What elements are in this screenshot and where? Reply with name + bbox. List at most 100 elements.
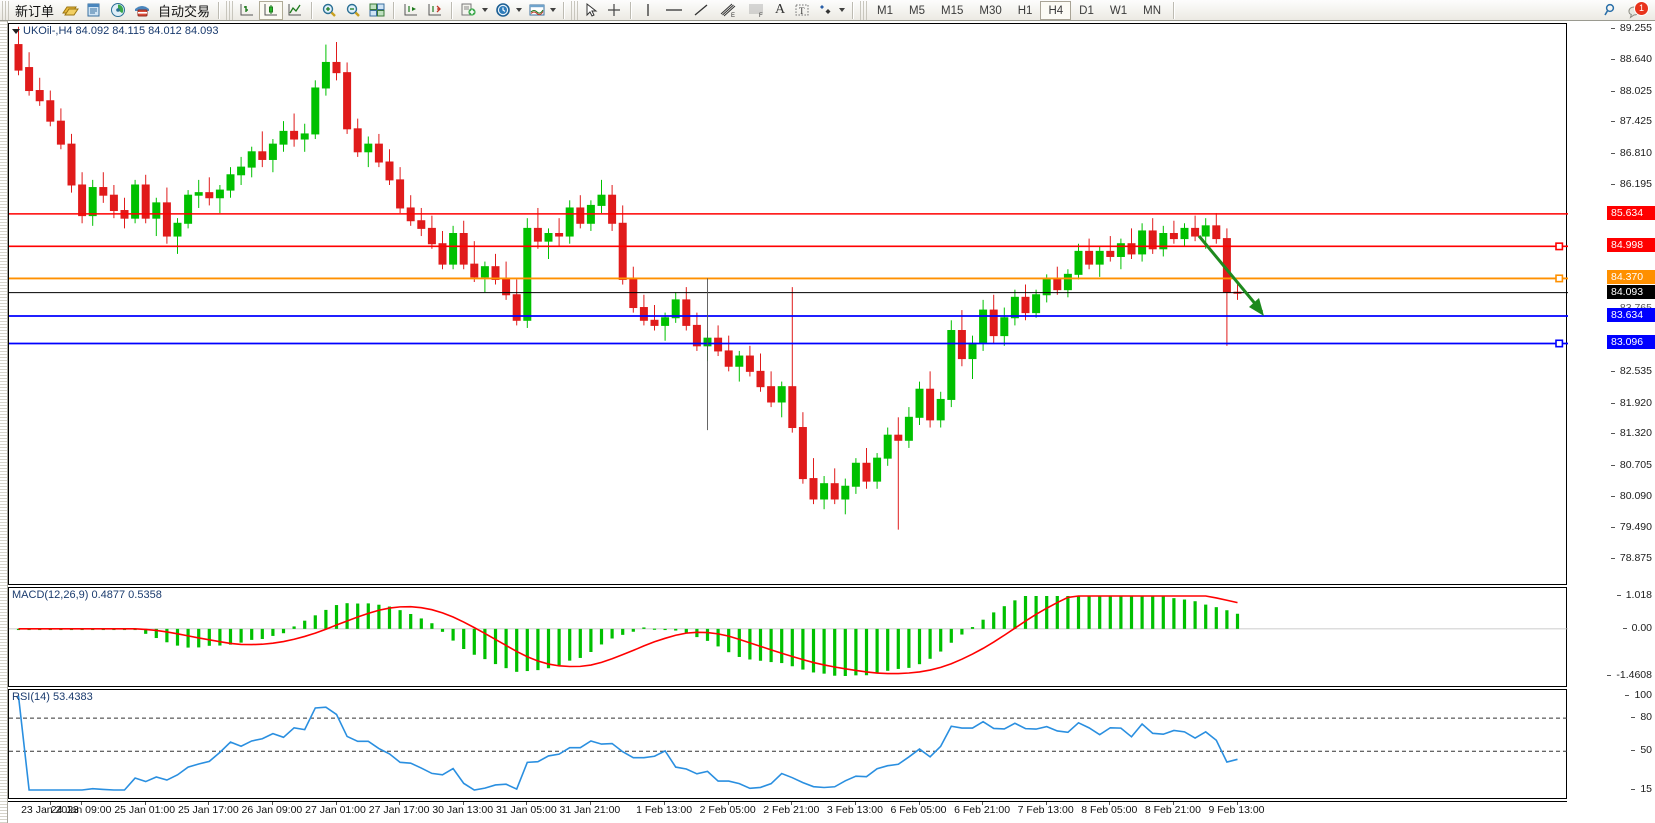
indicators-icon[interactable] bbox=[457, 1, 481, 20]
price-tick: 79.490 bbox=[1610, 521, 1652, 533]
shapes-icon[interactable] bbox=[814, 1, 838, 20]
gold-bar-icon[interactable] bbox=[58, 1, 82, 20]
text-label-icon[interactable]: T bbox=[790, 1, 814, 20]
fibonacci-icon[interactable]: F bbox=[742, 1, 770, 20]
timeframe-m30[interactable]: M30 bbox=[979, 4, 1002, 17]
toolbar-separator-7 bbox=[852, 1, 855, 19]
text-icon[interactable]: A bbox=[774, 2, 786, 17]
trendline-icon[interactable] bbox=[688, 1, 714, 20]
timeframe-w1[interactable]: W1 bbox=[1109, 4, 1128, 17]
axis-tick-mark bbox=[1610, 526, 1615, 528]
cursor-icon[interactable] bbox=[580, 1, 602, 20]
axis-tick-mark bbox=[1610, 90, 1615, 92]
line-chart-icon[interactable] bbox=[283, 1, 307, 20]
market-icon[interactable] bbox=[130, 1, 154, 20]
shapes-dropdown-caret[interactable] bbox=[839, 8, 846, 12]
axis-tick-mark bbox=[1610, 121, 1615, 123]
timeframe-h4[interactable]: H4 bbox=[1040, 0, 1072, 20]
axis-tick-mark bbox=[1631, 789, 1636, 790]
templates-dropdown-caret[interactable] bbox=[550, 8, 557, 12]
period-dropdown-caret[interactable] bbox=[516, 8, 523, 12]
rsi-pane[interactable]: RSI(14) 53.4383 bbox=[8, 689, 1568, 799]
toolbar-separator-5 bbox=[563, 1, 566, 19]
macd-tick: 1.018 bbox=[1616, 589, 1652, 601]
main-toolbar: 新订单 自动交易 bbox=[0, 0, 1655, 21]
price-tick: 86.195 bbox=[1610, 178, 1652, 190]
macd-tick: 0.00 bbox=[1622, 622, 1652, 634]
zoom-in-icon[interactable] bbox=[317, 1, 341, 20]
time-axis[interactable]: 23 Jan 2023 24 Jan 09:00 25 Jan 01:00 25 Ja… bbox=[8, 801, 1567, 822]
price-level-label[interactable]: 84.093 bbox=[1607, 284, 1655, 299]
time-tick-mark bbox=[589, 802, 591, 805]
chart-collapse-caret[interactable] bbox=[12, 28, 20, 34]
timeframe-h1[interactable]: H1 bbox=[1017, 4, 1033, 17]
svg-text:F: F bbox=[759, 13, 763, 18]
time-tick-mark bbox=[791, 802, 793, 805]
price-level-label[interactable]: 84.998 bbox=[1607, 238, 1655, 253]
templates-icon[interactable] bbox=[525, 1, 549, 20]
bar-chart-icon[interactable] bbox=[235, 1, 259, 20]
time-tick: 25 Jan 17:00 bbox=[177, 804, 239, 816]
price-pane[interactable]: UKOil-,H4 84.092 84.115 84.012 84.093 bbox=[8, 23, 1568, 585]
autotrading-button[interactable]: 自动交易 bbox=[158, 3, 211, 19]
toolbar-grip-4[interactable] bbox=[860, 0, 868, 20]
crosshair-icon[interactable] bbox=[602, 1, 626, 20]
price-chart-svg bbox=[9, 26, 1568, 530]
equidistant-channel-icon[interactable]: E bbox=[714, 1, 742, 20]
toolbar-separator-1 bbox=[218, 1, 221, 19]
price-level-label[interactable]: 84.370 bbox=[1607, 270, 1655, 285]
time-tick-mark bbox=[144, 802, 146, 805]
rsi-chart-svg bbox=[9, 695, 1568, 791]
zoom-out-icon[interactable] bbox=[341, 1, 365, 20]
svg-text:T: T bbox=[799, 6, 805, 16]
price-tick: 88.025 bbox=[1610, 85, 1652, 97]
toolbar-grip-3[interactable] bbox=[571, 0, 579, 20]
axis-tick-mark bbox=[1610, 433, 1615, 435]
toolbar-grip-2[interactable] bbox=[226, 0, 234, 20]
time-tick-mark bbox=[208, 802, 210, 805]
price-level-label[interactable]: 83.634 bbox=[1607, 308, 1655, 322]
price-level-label[interactable]: 85.634 bbox=[1607, 205, 1655, 220]
timeframe-d1[interactable]: D1 bbox=[1079, 4, 1094, 17]
axis-tick-mark bbox=[1625, 695, 1630, 696]
signals-icon[interactable] bbox=[106, 1, 130, 20]
vertical-line-icon[interactable] bbox=[636, 1, 660, 20]
candlestick-chart-icon[interactable] bbox=[259, 0, 284, 20]
chart-header-label: UKOil-,H4 84.092 84.115 84.012 84.093 bbox=[12, 25, 219, 37]
toolbar-grip-1[interactable] bbox=[2, 0, 9, 20]
price-tick: 80.090 bbox=[1610, 490, 1652, 502]
macd-pane[interactable]: MACD(12,26,9) 0.4877 0.5358 bbox=[8, 587, 1568, 687]
data-window-icon[interactable] bbox=[82, 1, 106, 20]
chart-area[interactable]: UKOil-,H4 84.092 84.115 84.012 84.093 MA… bbox=[0, 21, 1655, 823]
time-tick-mark bbox=[982, 802, 984, 805]
indicators-dropdown-caret[interactable] bbox=[482, 8, 489, 12]
time-tick-mark bbox=[50, 802, 51, 805]
time-tick-mark bbox=[271, 802, 273, 805]
price-tick: 89.255 bbox=[1610, 22, 1652, 34]
time-tick-mark bbox=[1172, 802, 1174, 805]
chart-tile-icon[interactable] bbox=[365, 1, 389, 20]
time-tick: 8 Feb 05:00 bbox=[1081, 804, 1138, 816]
time-tick: 23 Jan 2023 bbox=[21, 804, 79, 816]
horizontal-line-icon[interactable] bbox=[660, 1, 688, 20]
timeframe-mn[interactable]: MN bbox=[1143, 4, 1161, 17]
period-icon[interactable] bbox=[491, 1, 515, 20]
notifications-icon[interactable]: 1 bbox=[1623, 0, 1649, 20]
new-order-button[interactable]: 新订单 bbox=[15, 3, 55, 19]
chart-scroll-strip[interactable] bbox=[0, 21, 8, 823]
timeframe-m5[interactable]: M5 bbox=[909, 4, 925, 17]
axis-tick-mark bbox=[1610, 464, 1615, 466]
axis-tick-mark bbox=[1610, 371, 1615, 373]
price-level-label[interactable]: 83.096 bbox=[1607, 335, 1655, 350]
price-tick: 81.920 bbox=[1610, 397, 1652, 409]
axis-tick-mark bbox=[1610, 28, 1615, 29]
timeframe-m1[interactable]: M1 bbox=[877, 4, 894, 17]
search-icon[interactable] bbox=[1599, 1, 1623, 20]
price-axis[interactable]: 89.255 88.640 88.025 87.425 86.810 86.195 82.5… bbox=[1567, 22, 1655, 799]
time-tick: 8 Feb 21:00 bbox=[1144, 804, 1201, 816]
timeframe-m15[interactable]: M15 bbox=[941, 4, 964, 17]
chart-shift-icon[interactable] bbox=[399, 1, 423, 20]
time-tick: 3 Feb 13:00 bbox=[826, 804, 883, 816]
auto-scroll-icon[interactable] bbox=[423, 1, 447, 20]
rsi-label: RSI(14) 53.4383 bbox=[12, 691, 93, 703]
